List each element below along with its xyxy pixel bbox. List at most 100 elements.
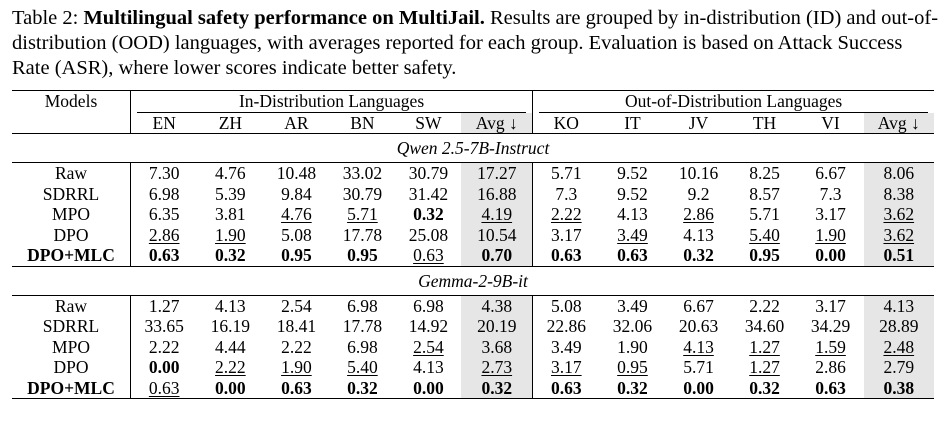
- cell-value: 0.32: [617, 377, 648, 398]
- table-cell: 0.00: [798, 245, 864, 266]
- cell-value: 4.13: [683, 336, 714, 357]
- table-cell: 6.98: [131, 184, 198, 205]
- table-cell: 0.63: [532, 377, 600, 399]
- table-cell: 2.22: [197, 357, 263, 378]
- cell-value: 10.48: [276, 163, 317, 183]
- cell-value: 2.48: [883, 336, 915, 357]
- table-cell: 3.62: [863, 204, 934, 225]
- table-row: SDRRL 33.65 16.19 18.41 17.78 14.92 20.19 22.86…: [12, 316, 934, 337]
- table-cell: 7.3: [798, 184, 864, 205]
- cell-value: 2.86: [815, 357, 846, 377]
- table-caption: Table 2: Multilingual safety performance…: [12, 6, 940, 81]
- header-id-group-label: In-Distribution Languages: [137, 91, 527, 113]
- cell-value: 1.90: [617, 336, 648, 357]
- column-header-id-3: BN: [350, 112, 375, 133]
- table-cell: 4.44: [197, 337, 263, 358]
- cell-value: 0.95: [617, 357, 648, 377]
- cell-value: 3.17: [550, 224, 582, 245]
- table-cell: 3.17: [797, 294, 864, 316]
- cell-value: 17.78: [342, 224, 383, 245]
- cell-value: 10.16: [678, 163, 719, 183]
- section-header-row: Gemma-2-9B-it: [12, 265, 934, 295]
- cell-value: 5.71: [550, 163, 582, 183]
- cell-value: 8.25: [749, 163, 780, 183]
- table-cell: 3.17: [533, 357, 600, 378]
- cell-value: 5.71: [749, 204, 780, 224]
- table-cell: 18.41: [263, 316, 329, 337]
- header-row-groups: Models In-Distribution Languages Out-of-…: [12, 90, 934, 134]
- table-cell: 8.06: [863, 162, 934, 184]
- table-cell: 2.22: [131, 337, 198, 358]
- model-name: SDRRL: [12, 316, 131, 337]
- cell-value: 1.59: [815, 336, 846, 357]
- cell-value: 6.98: [413, 295, 444, 316]
- cell-value: 7.3: [819, 183, 842, 204]
- table-cell: 4.13: [666, 225, 732, 246]
- cell-value: 0.63: [281, 377, 312, 398]
- table-cell: 0.00: [197, 377, 264, 399]
- header-row-columns: EN ZH AR BN SW Avg ↓ KO IT JV TH VI Avg ↓: [12, 112, 934, 134]
- cell-value: 5.40: [749, 224, 780, 245]
- cell-value: 4.13: [883, 295, 915, 316]
- table-cell: 0.32: [395, 204, 461, 225]
- table-cell: 0.32: [197, 245, 263, 266]
- cell-value: 5.71: [683, 357, 714, 377]
- cell-value: 3.49: [617, 224, 648, 245]
- cell-value: 25.08: [408, 224, 449, 245]
- table-cell: 10.16: [665, 162, 732, 184]
- model-name: MPO: [12, 336, 131, 357]
- table-cell: 6.98: [395, 294, 462, 316]
- cell-value: 5.71: [347, 204, 378, 224]
- cell-value: 0.32: [683, 245, 714, 265]
- table-cell: 22.86: [533, 316, 600, 337]
- table-cell: 2.86: [131, 225, 198, 246]
- table-cell: 9.52: [599, 184, 665, 205]
- table-row: Raw 1.27 4.13 2.54 6.98 6.98 4.38 5.08 3.49 6.67 2…: [12, 294, 934, 316]
- cell-value: 16.88: [477, 183, 517, 204]
- table-cell: 2.22: [533, 204, 600, 225]
- table-cell: 1.90: [798, 225, 864, 246]
- table-cell: 5.71: [666, 357, 732, 378]
- table-cell: 4.76: [197, 162, 264, 184]
- table-cell: 30.79: [395, 162, 462, 184]
- cell-value: 6.35: [148, 204, 180, 224]
- cell-value: 6.67: [683, 295, 714, 316]
- table-cell: 5.40: [329, 357, 395, 378]
- cell-value: 2.22: [148, 336, 180, 357]
- cell-value: 1.90: [281, 357, 312, 377]
- table-cell: 0.95: [329, 245, 395, 266]
- cell-value: 14.92: [408, 316, 449, 336]
- cell-value: 3.62: [883, 224, 915, 245]
- table-cell: 4.13: [863, 294, 934, 316]
- model-name: Raw: [12, 162, 131, 184]
- table-cell: 0.63: [797, 377, 864, 399]
- table-cell: 14.92: [395, 316, 461, 337]
- cell-value: 0.32: [749, 377, 780, 398]
- column-header-id-4: SW: [415, 112, 442, 133]
- cell-value: 20.19: [477, 316, 517, 336]
- cell-value: 7.30: [148, 163, 180, 183]
- cell-value: 2.86: [148, 224, 180, 245]
- table-cell: 6.67: [665, 294, 732, 316]
- cell-value: 5.08: [281, 224, 312, 245]
- cell-value: 0.32: [481, 377, 513, 398]
- cell-value: 18.41: [276, 316, 317, 336]
- cell-value: 6.98: [347, 295, 378, 316]
- cell-value: 4.76: [281, 204, 312, 224]
- table-cell: 6.98: [329, 337, 395, 358]
- table-cell: 0.00: [131, 357, 198, 378]
- table-cell: 6.98: [329, 294, 396, 316]
- table-cell: 1.90: [197, 225, 263, 246]
- cell-value: 6.98: [347, 336, 378, 357]
- model-name: DPO: [12, 357, 131, 378]
- cell-value: 0.95: [749, 245, 780, 265]
- cell-value: 2.86: [683, 204, 714, 224]
- cell-value: 0.32: [215, 245, 246, 265]
- cell-value: 0.00: [215, 377, 246, 398]
- table-cell: 5.08: [263, 225, 329, 246]
- table-cell: 0.32: [666, 245, 732, 266]
- cell-value: 0.00: [413, 377, 444, 398]
- table-cell: 2.79: [863, 357, 934, 378]
- cell-value: 2.79: [883, 357, 915, 377]
- table-row: DPO+MLC 0.63 0.00 0.63 0.32 0.00 0.32 0.63 0.32 0…: [12, 377, 934, 399]
